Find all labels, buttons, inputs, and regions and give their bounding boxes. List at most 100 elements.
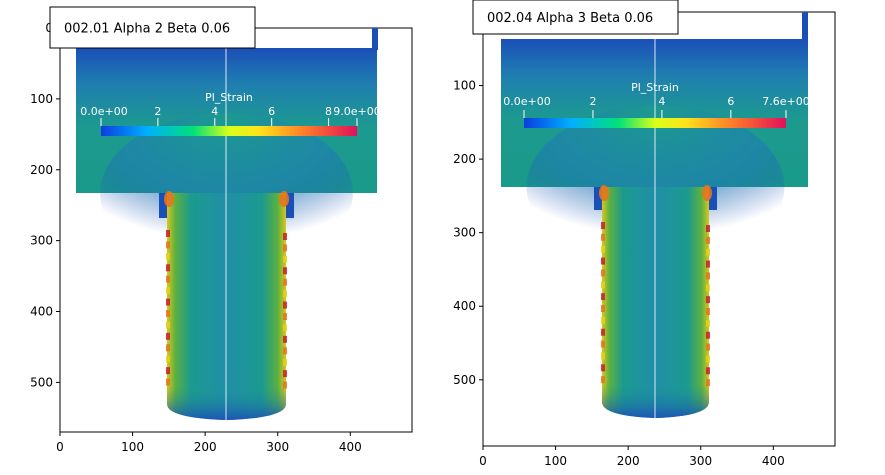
edge-streak-right xyxy=(706,331,710,339)
edge-streak-left xyxy=(166,264,170,272)
colorbar-tick-label: 4 xyxy=(658,95,665,108)
x-tick-label: 0 xyxy=(479,454,487,468)
edge-streak-left xyxy=(601,293,605,301)
colorbar-gradient xyxy=(524,118,786,128)
y-tick-label: 0 xyxy=(45,21,53,35)
field-shoulder-left xyxy=(159,193,169,218)
edge-streak-left xyxy=(601,257,605,265)
edge-streak-left xyxy=(166,287,170,295)
field-top-tab xyxy=(802,12,808,40)
field-shoulder-right xyxy=(707,187,717,210)
edge-streak-right xyxy=(283,381,287,389)
x-tick-label: 100 xyxy=(544,454,567,468)
colorbar: Pl_Strain 0.0e+00 9.0e+00 2 4 6 8 xyxy=(80,91,381,136)
chart-title: 002.04 Alpha 3 Beta 0.06 xyxy=(487,11,653,26)
colorbar-min-label: 0.0e+00 xyxy=(503,95,550,108)
edge-streak-left xyxy=(601,305,605,312)
strain-field-image xyxy=(501,12,808,418)
edge-streak-right xyxy=(283,370,287,378)
colorbar-title: Pl_Strain xyxy=(205,91,253,104)
edge-streak-left xyxy=(166,275,170,283)
colorbar-max-label: 7.6e+00 xyxy=(762,95,809,108)
y-tick-label: 300 xyxy=(30,234,53,248)
edge-streak-right xyxy=(283,335,287,343)
colorbar-tick-label: 2 xyxy=(154,105,161,118)
y-tick-label: 400 xyxy=(453,299,476,313)
edge-streak-right xyxy=(283,358,287,366)
chart-title: 002.01 Alpha 2 Beta 0.06 xyxy=(64,22,230,37)
edge-streak-right xyxy=(283,347,287,355)
edge-streak-right xyxy=(706,225,710,232)
colorbar-tick-label: 2 xyxy=(589,95,596,108)
colorbar-tick-label: 6 xyxy=(268,105,275,118)
y-tick-label: 200 xyxy=(453,152,476,166)
edge-streak-right xyxy=(283,301,287,309)
colorbar-tick-label: 8 xyxy=(325,105,332,118)
x-tick-label: 200 xyxy=(617,454,640,468)
edge-streak-right xyxy=(706,272,710,280)
edge-streak-left xyxy=(166,344,170,352)
field-shoulder-left xyxy=(594,187,604,210)
edge-streak-right xyxy=(706,284,710,292)
x-tick-label: 0 xyxy=(56,440,64,454)
chart-panel-1: Pl_Strain 0.0e+00 9.0e+00 2 4 6 8 0 100 200 300 400… xyxy=(30,6,413,454)
chart-panel-2: Pl_Strain 0.0e+00 7.6e+00 2 4 6 0 100 200 300 400 1… xyxy=(453,0,836,468)
chart-title-box xyxy=(49,6,256,49)
edge-streak-left xyxy=(601,222,605,229)
x-tick-label: 400 xyxy=(339,440,362,454)
y-tick-label: 200 xyxy=(30,163,53,177)
y-tick-label: 100 xyxy=(453,79,476,93)
colorbar-max-label: 9.0e+00 xyxy=(333,105,380,118)
edge-streak-left xyxy=(601,281,605,289)
colorbar-tick-label: 6 xyxy=(727,95,734,108)
field-shoulder-right xyxy=(284,193,294,218)
edge-streak-right xyxy=(706,248,710,256)
edge-streak-right xyxy=(283,324,287,332)
y-tick-label: 300 xyxy=(453,226,476,240)
edge-streak-left xyxy=(166,252,170,260)
edge-streak-right xyxy=(706,308,710,315)
y-tick-label: 400 xyxy=(30,305,53,319)
hotspot-left xyxy=(599,185,609,201)
edge-streak-left xyxy=(166,298,170,306)
x-tick-label: 300 xyxy=(266,440,289,454)
x-tick-label: 400 xyxy=(762,454,785,468)
colorbar-title: Pl_Strain xyxy=(631,81,679,94)
hotspot-left xyxy=(164,191,174,207)
edge-streak-left xyxy=(166,378,170,386)
hotspot-right xyxy=(279,191,289,207)
y-tick-label: 500 xyxy=(453,373,476,387)
edge-streak-left xyxy=(166,241,170,249)
y-tick-label: 100 xyxy=(30,92,53,106)
edge-streak-right xyxy=(706,296,710,304)
edge-streak-right xyxy=(706,379,710,387)
edge-streak-right xyxy=(283,233,287,240)
edge-streak-right xyxy=(283,267,287,275)
x-tick-label: 300 xyxy=(689,454,712,468)
edge-streak-right xyxy=(283,278,287,286)
edge-streak-left xyxy=(166,321,170,329)
edge-streak-left xyxy=(601,376,605,384)
edge-streak-left xyxy=(601,340,605,348)
edge-streak-right xyxy=(706,236,710,244)
edge-streak-right xyxy=(706,367,710,375)
edge-streak-left xyxy=(166,310,170,317)
edge-streak-right xyxy=(283,313,287,320)
x-tick-label: 100 xyxy=(121,440,144,454)
edge-streak-right xyxy=(706,343,710,351)
edge-streak-left xyxy=(601,245,605,253)
edge-streak-right xyxy=(706,355,710,363)
edge-streak-right xyxy=(283,255,287,263)
colorbar-tick-label: 4 xyxy=(211,105,218,118)
edge-streak-left xyxy=(601,269,605,277)
y-tick-label: 500 xyxy=(30,375,53,389)
edge-streak-right xyxy=(283,244,287,252)
edge-streak-left xyxy=(166,230,170,237)
chart-title-box xyxy=(472,0,679,35)
edge-streak-left xyxy=(166,367,170,375)
edge-streak-left xyxy=(166,355,170,363)
edge-streak-right xyxy=(706,260,710,268)
field-top-tab xyxy=(372,28,378,50)
edge-streak-left xyxy=(601,233,605,241)
